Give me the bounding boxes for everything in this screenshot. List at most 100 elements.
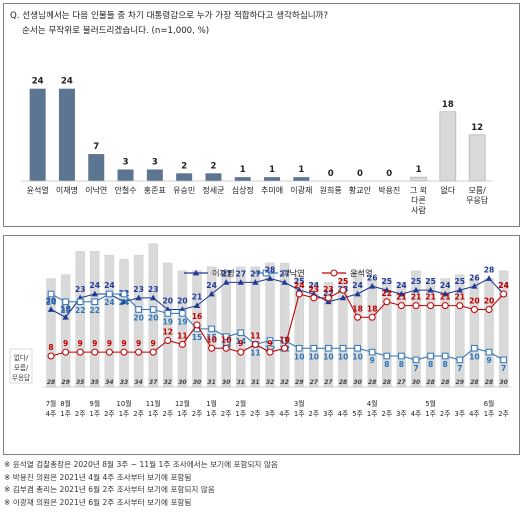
x-week-label: 1주 [148,410,159,418]
category-label: 원희룡 [320,185,342,195]
data-label: 1 [416,165,422,175]
series-value-label: 20 [133,314,144,323]
series-value-label: 9 [238,339,243,348]
series-value-label: 9 [267,339,272,348]
series-point [281,344,289,352]
data-label: 24 [32,77,44,87]
trend-bar-label: 30 [499,379,507,386]
series-value-label: 24 [104,298,115,307]
bar-유승민 [176,173,193,181]
series-point [135,348,143,356]
series-value-label: 25 [425,277,436,286]
series-value-label: 22 [382,289,393,298]
series-value-label: 10 [323,352,334,361]
x-week-label: 2주 [192,410,203,418]
series-point [164,337,172,344]
x-week-label: 4주 [46,410,57,418]
data-label: 2 [181,161,187,171]
footnote: ※ 윤석열 검찰총장은 2020년 8월 3주 ~ 11월 1주 조사에서는 보… [4,460,278,469]
series-value-label: 19 [163,317,174,326]
data-label: 1 [298,165,304,175]
series-point [310,294,318,302]
series-value-label: 20 [148,314,159,323]
series-value-label: 24 [206,281,217,290]
series-value-label: 9 [486,356,491,365]
x-month-label: 8월 [60,399,71,408]
candidate-bar-chart: 24 윤석열 24 이재명 7 이낙연 3 안철수 3 홍준표 2 유승민 2 정세균 1 심상정 1 추미애 1 이… [21,77,492,215]
footnote: ※ 박용진 의원은 2021년 4월 4주 조사부터 보기에 포함됨 [4,472,192,482]
series-point [456,286,463,293]
series-value-label: 28 [484,266,495,275]
x-month-label: 10월 [117,399,132,408]
legend-marker [262,269,270,277]
x-week-label: 2주 [309,410,320,418]
series-value-label: 10 [221,335,232,344]
bar-이광재 [293,177,310,181]
series-point [178,340,186,348]
series-value-label: 10 [469,352,480,361]
series-point [412,286,420,293]
series-line-이재명 [50,277,505,318]
trend-bar-label: 27 [397,379,406,386]
bar-legend-label: 무응답 [12,374,30,382]
trend-bar [75,251,85,388]
series-value-label: 10 [309,352,320,361]
series-value-label: 27 [279,269,290,278]
trend-bar-label: 33 [120,379,128,386]
trend-bar-label: 37 [149,379,158,386]
series-value-label: 14 [236,337,247,346]
trend-bar-label: 28 [470,379,478,386]
series-value-label: 24 [498,281,509,290]
trend-bar-label: 27 [324,379,333,386]
trend-bar [236,266,246,388]
series-point [325,344,332,352]
series-point [208,290,215,297]
x-week-label: 1주 [294,410,305,418]
trend-bar-label: 35 [76,379,84,386]
series-value-label: 25 [411,277,422,286]
series-value-label: 21 [440,293,451,302]
series-point [485,348,493,356]
series-value-label: 28 [265,266,276,275]
series-value-label: 24 [294,281,305,290]
category-label: 유승민 [173,185,195,195]
trend-chart-panel: 28 29 35 35 34 33 34 37 32 30 30 31 30 31 31 32 32 29 27 27… [3,235,520,455]
trend-bar-label: 28 [339,379,347,386]
trend-bar-label: 28 [383,379,391,386]
series-point [281,337,288,344]
series-point [324,294,332,302]
category-label: 이낙연 [85,185,107,195]
bar-홍준표 [146,169,163,181]
series-point [193,302,201,309]
series-value-label: 10 [279,335,290,344]
series-value-label: 22 [60,306,71,315]
category-label: 황교안 [349,185,372,195]
category-label: 정세균 [202,185,224,195]
series-value-label: 24 [46,298,57,307]
legend-marker [330,269,338,277]
series-point [120,290,128,298]
series-point [383,286,390,293]
x-month-label: 1월 [206,399,217,408]
trend-bar-label: 32 [280,379,288,386]
trend-bar-label: 34 [105,379,113,386]
data-label: 2 [210,161,216,171]
series-point [485,306,493,313]
series-point [471,283,478,289]
x-week-label: 1주 [367,410,378,418]
series-value-label: 21 [411,293,422,302]
series-point [76,348,84,356]
series-value-label: 10 [206,335,217,344]
category-label: 사람 [411,206,426,215]
bar-legend-box [9,348,33,384]
category-label: 그 외 [410,185,427,195]
x-week-label: 2주 [221,410,232,418]
series-value-label: 15 [206,333,217,342]
x-month-label: 6월 [484,399,495,408]
series-value-label: 9 [78,339,83,348]
series-point [62,314,69,320]
trend-bar [221,270,231,388]
series-point [237,348,245,356]
x-week-label: 2주 [498,410,509,418]
series-value-label: 11 [250,331,261,340]
